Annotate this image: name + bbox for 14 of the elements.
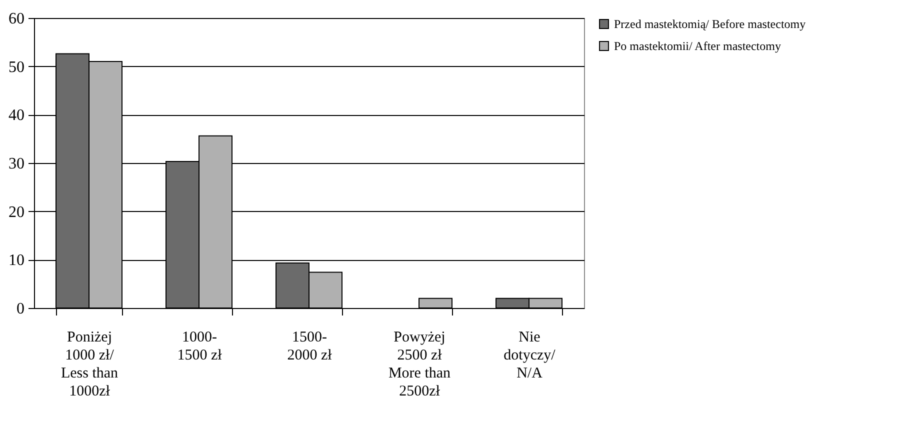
y-tick-label: 0 <box>16 300 24 318</box>
y-tick-label: 30 <box>8 156 24 172</box>
x-tick-label: 1000- 1500 zł <box>177 330 223 364</box>
y-tick-label: 60 <box>8 10 24 28</box>
x-tick-label: Poniżej 1000 zł/ Less than 1000zł <box>60 330 119 400</box>
x-tick-label: Powyżej 2500 zł More than 2500zł <box>388 330 452 400</box>
y-tick-label: 10 <box>8 252 24 270</box>
y-tick-label: 20 <box>8 204 24 221</box>
y-tick-label: 50 <box>8 58 24 76</box>
x-tick-label: 1500- 2000 zł <box>287 330 333 364</box>
legend-label: Po mastektomii/ After mastectomy <box>614 39 781 53</box>
y-tick-label: 40 <box>8 107 24 124</box>
x-tick-label: Nie dotyczy/ N/A <box>504 330 556 382</box>
legend-label: Przed mastektomią/ Before mastectomy <box>614 17 806 31</box>
